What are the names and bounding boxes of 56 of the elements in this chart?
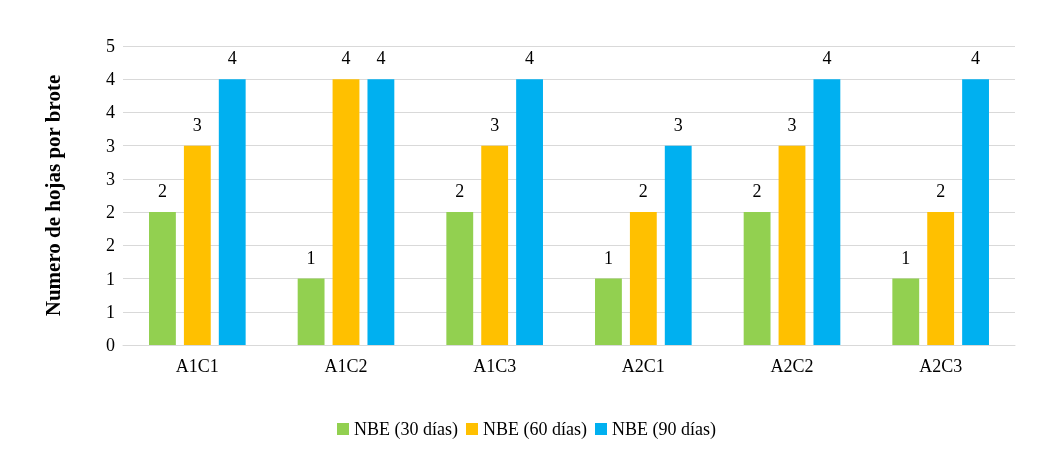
data-label: 4 <box>525 48 535 69</box>
bar <box>927 212 955 345</box>
data-label: 2 <box>752 181 762 202</box>
y-tick-label: 3 <box>106 135 115 156</box>
y-tick-label: 5 <box>106 36 115 56</box>
data-label: 3 <box>192 114 202 135</box>
bar <box>516 79 543 345</box>
data-label: 3 <box>673 114 683 135</box>
bar <box>813 79 841 345</box>
legend-label: NBE (30 días) <box>354 419 459 440</box>
data-label: 1 <box>901 247 911 268</box>
y-tick-label: 2 <box>106 202 115 223</box>
legend-label: NBE (60 días) <box>483 419 587 440</box>
data-label: 2 <box>638 181 648 202</box>
data-label: 2 <box>455 181 465 202</box>
x-tick-label: A1C3 <box>473 356 517 376</box>
y-tick-label: 4 <box>106 69 115 90</box>
bar <box>481 145 509 345</box>
x-tick-label: A1C1 <box>175 356 219 376</box>
bar <box>892 278 920 345</box>
bar <box>297 278 325 345</box>
bar <box>629 212 657 345</box>
data-label: 1 <box>603 247 613 268</box>
bar <box>218 79 246 345</box>
bar <box>664 145 692 345</box>
data-label: 3 <box>490 114 500 135</box>
data-label: 4 <box>971 48 981 69</box>
y-tick-label: 2 <box>106 235 115 256</box>
y-tick-label: 4 <box>106 102 115 123</box>
data-label: 4 <box>822 48 832 69</box>
x-tick-label: A2C2 <box>770 356 814 376</box>
x-tick-label: A1C2 <box>324 356 368 376</box>
bar <box>332 79 360 345</box>
x-tick-label: A2C1 <box>621 356 665 376</box>
bar <box>367 79 395 345</box>
bar <box>743 212 771 345</box>
bar <box>778 145 806 345</box>
data-label: 2 <box>157 181 167 202</box>
y-tick-label: 0 <box>106 335 115 355</box>
bar <box>149 212 176 345</box>
y-tick-label: 3 <box>106 168 115 189</box>
data-label: 4 <box>376 48 386 69</box>
data-label: 1 <box>306 247 316 268</box>
bar <box>446 212 474 345</box>
y-tick-label: 1 <box>106 268 115 289</box>
bar <box>183 145 211 345</box>
bar <box>962 79 989 345</box>
data-label: 3 <box>787 114 797 135</box>
x-tick-label: A2C3 <box>919 356 963 376</box>
legend-label: NBE (90 días) <box>611 419 716 440</box>
data-label: 4 <box>227 48 237 69</box>
y-tick-label: 1 <box>106 301 115 322</box>
data-label: 2 <box>936 181 946 202</box>
y-axis-title: Numero de hojas por brote <box>40 74 65 317</box>
data-label: 4 <box>341 48 351 69</box>
bar <box>595 278 622 345</box>
